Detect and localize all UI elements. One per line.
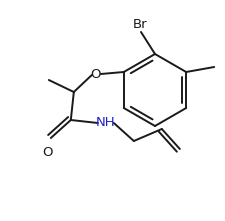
- Text: O: O: [90, 67, 101, 80]
- Text: NH: NH: [96, 116, 115, 130]
- Text: O: O: [42, 146, 53, 159]
- Text: Br: Br: [132, 19, 147, 32]
